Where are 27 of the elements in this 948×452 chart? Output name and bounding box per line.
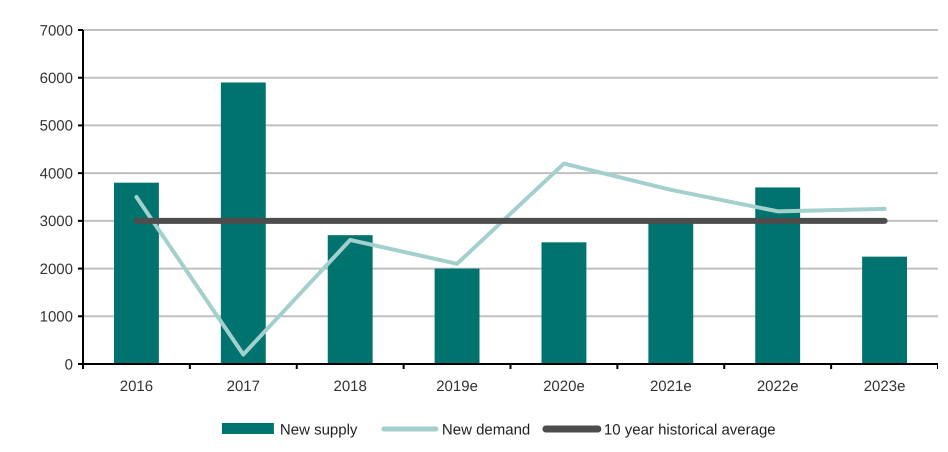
x-tick-label: 2022e bbox=[756, 378, 799, 395]
bar bbox=[220, 82, 266, 364]
x-tick-label: 2020e bbox=[543, 378, 585, 395]
bar bbox=[541, 242, 586, 364]
y-tick-label: 4000 bbox=[40, 165, 73, 182]
x-tick-label: 2016 bbox=[120, 378, 154, 395]
y-tick-label: 6000 bbox=[40, 70, 73, 87]
y-tick-label: 1000 bbox=[40, 308, 73, 326]
x-tick-label: 2021e bbox=[650, 378, 692, 395]
bar bbox=[755, 187, 800, 364]
line-series bbox=[134, 162, 887, 356]
bar bbox=[114, 182, 159, 364]
y-tick-label: 0 bbox=[64, 356, 73, 374]
legend-label: New supply bbox=[280, 421, 358, 438]
bar bbox=[328, 235, 373, 364]
x-tick-label: 2019e bbox=[436, 378, 478, 395]
x-tick-label: 2023e bbox=[864, 378, 906, 395]
y-tick-label: 3000 bbox=[40, 213, 73, 230]
legend-label: 10 year historical average bbox=[604, 421, 776, 438]
y-tick-label: 2000 bbox=[40, 260, 73, 278]
legend-label: New demand bbox=[442, 421, 530, 438]
y-tick-label: 7000 bbox=[40, 22, 73, 40]
y-tick-label: 5000 bbox=[40, 118, 73, 135]
x-tick-label: 2018 bbox=[334, 378, 367, 395]
bar bbox=[434, 268, 480, 364]
x-tick-label: 2017 bbox=[226, 378, 260, 395]
bar bbox=[862, 256, 908, 364]
